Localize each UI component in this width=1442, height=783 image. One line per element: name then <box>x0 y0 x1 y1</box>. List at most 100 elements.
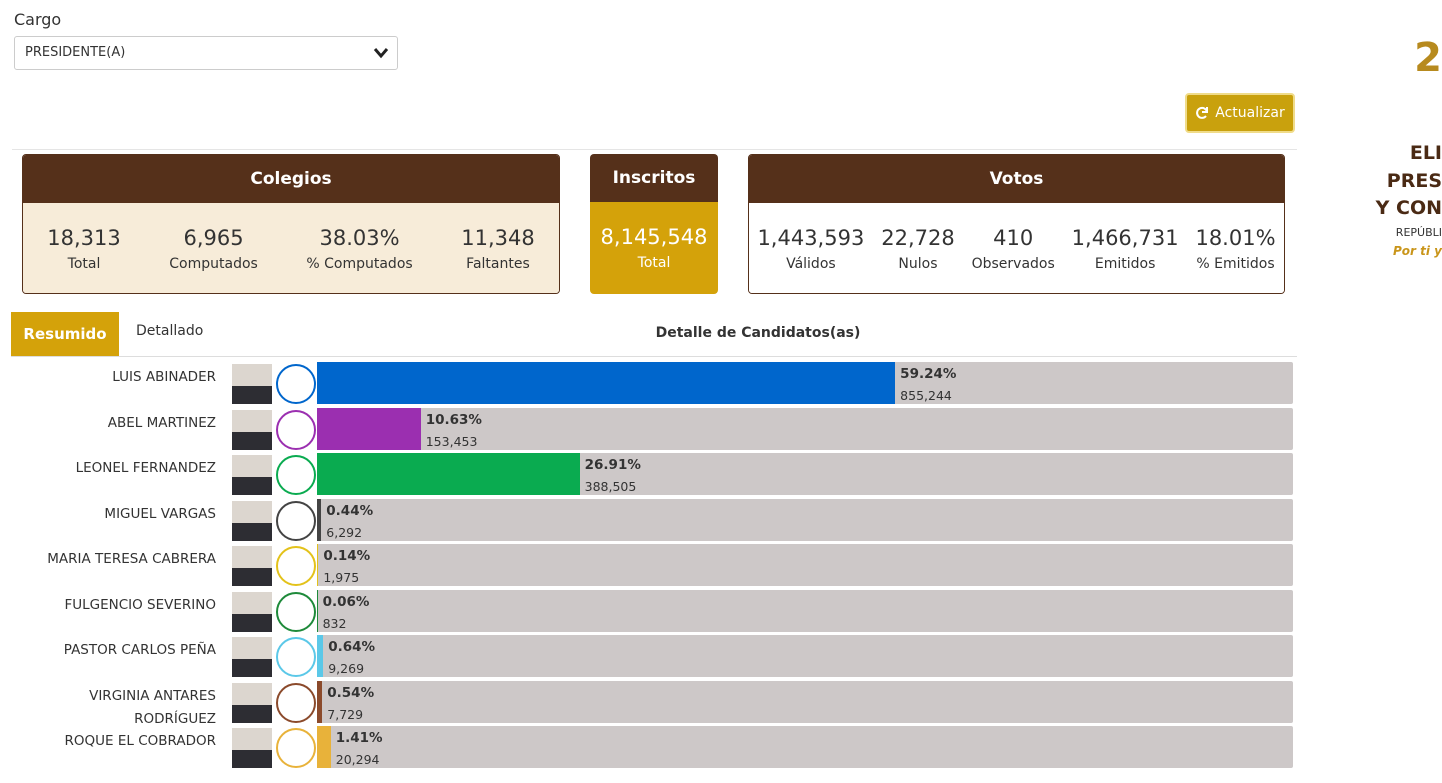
candidate-photo <box>232 637 272 677</box>
stat-value: 11,348 <box>461 226 535 250</box>
divider <box>12 149 1297 150</box>
value-label: 1.41% <box>335 730 383 746</box>
bar <box>317 544 319 586</box>
stat-item: 8,145,548 Total <box>601 225 708 271</box>
bar <box>317 680 323 723</box>
stat-value: 8,145,548 <box>600 225 708 249</box>
stat-label: Emitidos <box>1094 256 1156 272</box>
bar-track <box>317 407 1293 450</box>
candidate-name: LUIS ABINADER <box>112 369 216 385</box>
stat-item: 1,443,593 Válidos <box>757 226 864 272</box>
stat-value: 22,728 <box>881 226 955 250</box>
candidate-name: FULGENCIO SEVERINO <box>64 596 216 613</box>
bar-track <box>317 589 1293 632</box>
tab-active[interactable]: Resumido <box>11 312 119 356</box>
card-body: 1,443,593 Válidos 22,728 Nulos 410 Observados… <box>749 203 1284 293</box>
party-logo <box>276 682 316 723</box>
sidebar-text: PRES <box>1386 170 1442 192</box>
chevron-icon <box>373 48 389 59</box>
tab[interactable]: Detallado <box>136 323 204 339</box>
bar-track <box>317 635 1293 677</box>
value-label: 26.91% <box>584 457 641 473</box>
candidate-photo <box>232 728 272 768</box>
value-label: 10.63% <box>425 411 482 428</box>
value-label: 0.06% <box>322 593 370 610</box>
candidate-row: VIRGINIA ANTARES RODRÍGUEZ 0.54% 7,729 <box>0 680 1300 727</box>
card-body: 18,313 Total 6,965 Computados 38.03% % Comput… <box>23 203 559 293</box>
bar <box>317 453 580 495</box>
stat-item: 410 Observados <box>972 226 1055 272</box>
stat-label: Computados <box>169 256 258 272</box>
party-logo <box>276 455 316 495</box>
candidate-photo <box>232 364 272 404</box>
candidate-name: MIGUEL VARGAS <box>104 505 216 522</box>
chart-title: Detalle de Candidatos(as) <box>655 325 861 341</box>
card-title: Votos <box>749 155 1284 203</box>
candidate-name: ROQUE EL COBRADOR <box>64 733 216 749</box>
party-logo <box>276 546 316 586</box>
value-label: 0.44% <box>326 502 374 519</box>
sidebar-text: Y CON <box>1375 197 1442 219</box>
stat-label: Válidos <box>786 256 836 272</box>
stat-value: 18.01% <box>1195 226 1276 250</box>
vote-count: 7,729 <box>327 706 364 722</box>
sidebar-text: ELI <box>1409 142 1442 164</box>
sidebar-text: REPÚBLI <box>1395 226 1442 239</box>
stat-label: Nulos <box>898 256 938 272</box>
candidate-name: VIRGINIA ANTARES RODRÍGUEZ <box>89 687 216 727</box>
stat-item: 18.01% % Emitidos <box>1195 226 1275 272</box>
party-logo <box>276 409 316 450</box>
stat-label: Total <box>637 255 671 271</box>
stat-card: Colegios 18,313 Total 6,965 Computados 38.03%… <box>22 154 560 294</box>
cargo-select[interactable]: PRESIDENTE(A) <box>14 36 398 70</box>
vote-count: 153,453 <box>425 433 478 449</box>
vote-count: 6,292 <box>326 524 363 540</box>
vote-count: 20,294 <box>335 752 380 767</box>
card-title: Inscritos <box>590 154 718 202</box>
stat-card: Votos 1,443,593 Válidos 22,728 Nulos 410 Obser… <box>748 154 1285 294</box>
bar-track <box>317 498 1293 541</box>
stat-label: Total <box>67 256 101 272</box>
stat-label: % Computados <box>306 256 413 272</box>
candidate-photo <box>232 591 272 632</box>
bar <box>317 589 318 632</box>
stat-value: 6,965 <box>183 226 244 250</box>
candidate-row: ROQUE EL COBRADOR 1.41% 20,294 <box>0 726 1300 771</box>
bar-track <box>317 726 1293 768</box>
refresh-button[interactable]: Actualizar <box>1185 93 1295 133</box>
value-label: 0.14% <box>323 548 371 564</box>
value-label: 0.64% <box>328 639 376 655</box>
bar <box>317 362 896 404</box>
candidate-name: MARIA TERESA CABRERA <box>47 551 216 567</box>
candidate-row: MIGUEL VARGAS 0.44% 6,292 <box>0 498 1300 544</box>
stat-item: 18,313 Total <box>47 226 120 272</box>
value-label: 59.24% <box>900 366 957 382</box>
party-logo <box>276 728 316 768</box>
candidate-photo <box>232 546 272 586</box>
candidate-photo <box>232 500 272 541</box>
bar-track <box>317 680 1293 723</box>
refresh-icon <box>1196 106 1209 119</box>
candidate-row: FULGENCIO SEVERINO 0.06% 832 <box>0 589 1300 635</box>
stat-value: 1,466,731 <box>1071 226 1179 250</box>
stat-value: 38.03% <box>319 226 400 250</box>
candidate-row: LEONEL FERNANDEZ 26.91% 388,505 <box>0 453 1300 498</box>
candidate-photo <box>232 682 272 723</box>
sidebar: 2 ELI PRES Y CON REPÚBLI Por ti y <box>1370 0 1442 783</box>
bar-track <box>317 544 1293 586</box>
divider <box>11 356 1297 357</box>
card-title: Colegios <box>23 155 559 203</box>
filter-label: Cargo <box>14 10 62 29</box>
value-label: 0.54% <box>327 684 375 701</box>
stat-value: 1,443,593 <box>757 226 865 250</box>
stat-label: Faltantes <box>466 256 530 272</box>
candidate-name: ABEL MARTINEZ <box>107 414 216 431</box>
party-logo <box>276 591 316 632</box>
stat-label: % Emitidos <box>1196 256 1275 272</box>
stat-item: 38.03% % Computados <box>306 226 412 272</box>
refresh-label: Actualizar <box>1215 105 1285 121</box>
bar <box>317 498 322 541</box>
stat-value: 18,313 <box>47 226 121 250</box>
stat-item: 11,348 Faltantes <box>461 226 534 272</box>
